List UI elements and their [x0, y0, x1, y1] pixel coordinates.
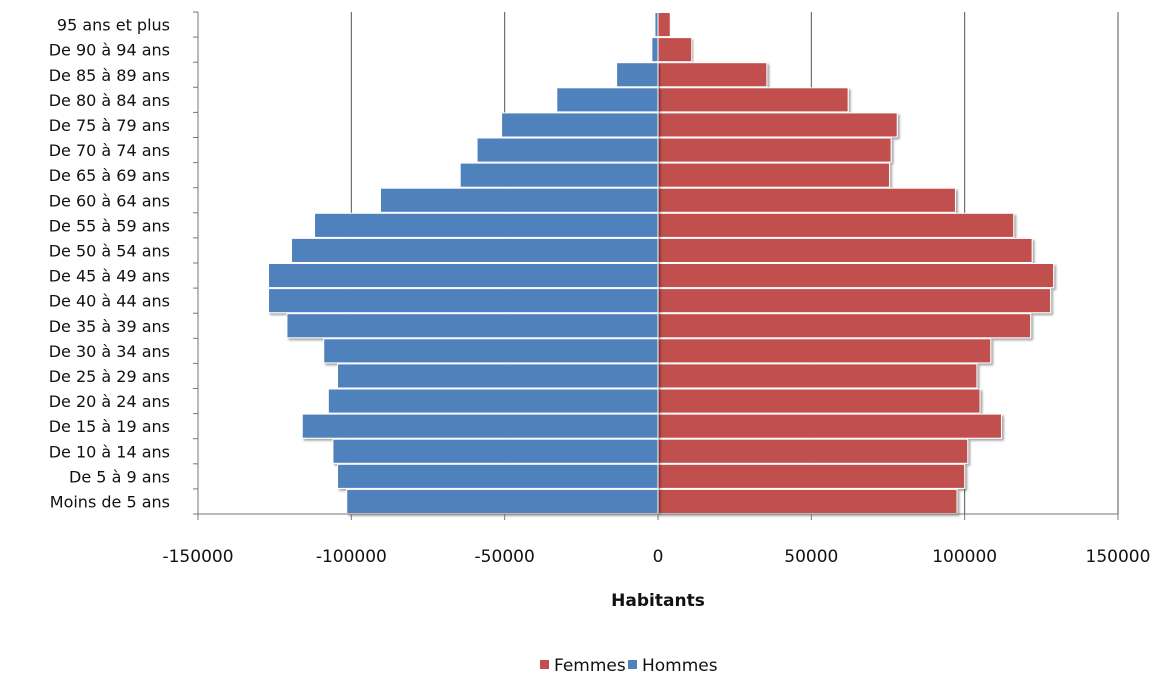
- bar-femmes-4: [657, 112, 898, 138]
- legend-label-femmes: Femmes: [554, 656, 626, 676]
- category-label: De 10 à 14 ans: [49, 442, 170, 461]
- bar-hommes-10: [268, 263, 659, 289]
- legend-swatch-femmes: [540, 660, 549, 669]
- x-tick-label: 50000: [784, 547, 838, 567]
- category-label: De 90 à 94 ans: [49, 41, 170, 60]
- category-label: De 35 à 39 ans: [49, 317, 170, 336]
- bar-femmes-10: [657, 263, 1055, 289]
- bar-hommes-17: [332, 438, 659, 464]
- bar-hommes-15: [327, 388, 659, 414]
- bar-femmes-14: [657, 363, 978, 389]
- bar-hommes-13: [323, 338, 659, 364]
- bar-femmes-13: [657, 338, 992, 364]
- x-axis-title: Habitants: [611, 591, 705, 611]
- bar-hommes-19: [346, 488, 659, 514]
- bar-hommes-14: [337, 363, 659, 389]
- x-tick-label: 150000: [1086, 547, 1151, 567]
- bar-femmes-12: [657, 313, 1032, 339]
- bar-femmes-19: [657, 488, 958, 514]
- bar-hommes-3: [556, 87, 659, 113]
- bar-femmes-6: [657, 162, 891, 188]
- category-label: De 50 à 54 ans: [49, 241, 170, 260]
- bar-hommes-0: [654, 12, 659, 38]
- category-label: De 85 à 89 ans: [49, 66, 170, 85]
- bar-femmes-5: [657, 137, 892, 163]
- bar-femmes-0: [657, 12, 671, 38]
- legend-swatch-hommes: [628, 660, 637, 669]
- category-label: Moins de 5 ans: [50, 492, 170, 511]
- x-tick-label: 100000: [932, 547, 997, 567]
- bar-hommes-1: [651, 37, 659, 63]
- category-label: De 75 à 79 ans: [49, 116, 170, 135]
- category-label: De 60 à 64 ans: [49, 191, 170, 210]
- x-tick-label: -50000: [475, 547, 535, 567]
- category-label: 95 ans et plus: [57, 16, 170, 35]
- bar-femmes-11: [657, 288, 1052, 314]
- bar-femmes-2: [657, 62, 768, 88]
- bar-femmes-18: [657, 463, 966, 489]
- legend-label-hommes: Hommes: [642, 656, 718, 676]
- bar-hommes-12: [286, 313, 659, 339]
- bar-femmes-15: [657, 388, 981, 414]
- category-label: De 20 à 24 ans: [49, 392, 170, 411]
- x-tick-label: -100000: [316, 547, 387, 567]
- category-label: De 15 à 19 ans: [49, 417, 170, 436]
- bar-femmes-7: [657, 187, 956, 213]
- x-tick-label: 0: [653, 547, 664, 567]
- x-tick-label: -150000: [162, 547, 233, 567]
- bar-hommes-6: [459, 162, 659, 188]
- bar-hommes-2: [616, 62, 659, 88]
- bar-femmes-16: [657, 413, 1002, 439]
- category-label: De 25 à 29 ans: [49, 367, 170, 386]
- category-label: De 5 à 9 ans: [69, 467, 170, 486]
- bar-femmes-3: [657, 87, 849, 113]
- category-label: De 65 à 69 ans: [49, 166, 170, 185]
- bar-hommes-11: [268, 288, 659, 314]
- bar-hommes-8: [314, 212, 659, 238]
- bar-hommes-16: [301, 413, 659, 439]
- bar-femmes-8: [657, 212, 1015, 238]
- category-label: De 55 à 59 ans: [49, 216, 170, 235]
- bar-femmes-17: [657, 438, 969, 464]
- category-label: De 70 à 74 ans: [49, 141, 170, 160]
- category-label: De 80 à 84 ans: [49, 91, 170, 110]
- category-label: De 40 à 44 ans: [49, 292, 170, 311]
- bar-hommes-4: [501, 112, 659, 138]
- bar-femmes-1: [657, 37, 693, 63]
- category-label: De 30 à 34 ans: [49, 342, 170, 361]
- bar-hommes-9: [291, 237, 659, 263]
- bar-hommes-5: [476, 137, 659, 163]
- bar-femmes-9: [657, 237, 1033, 263]
- bar-hommes-7: [379, 187, 659, 213]
- category-label: De 45 à 49 ans: [49, 267, 170, 286]
- bar-hommes-18: [337, 463, 659, 489]
